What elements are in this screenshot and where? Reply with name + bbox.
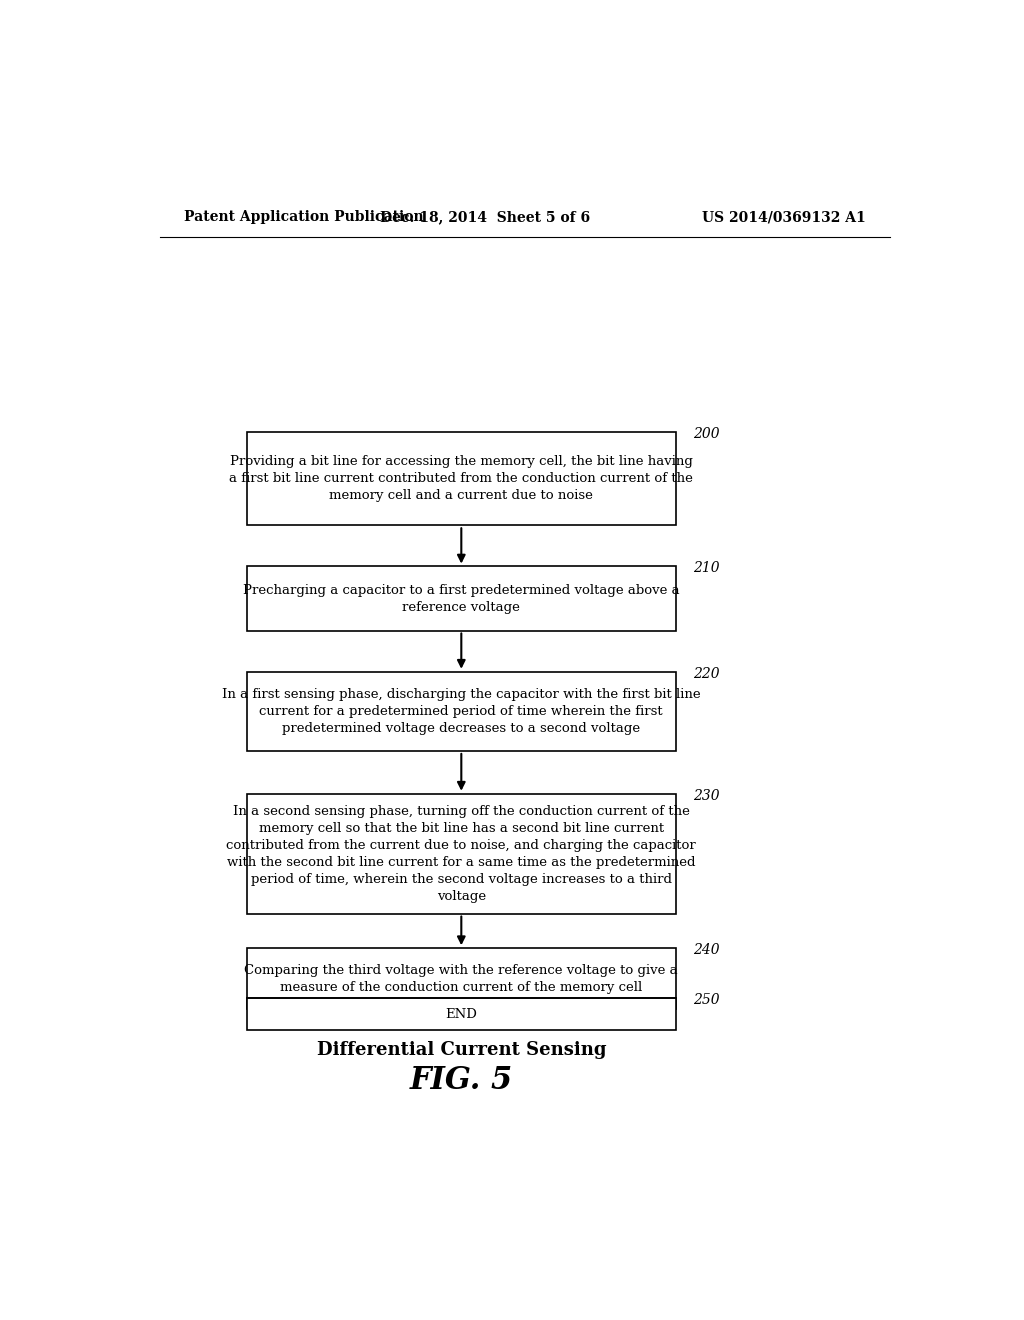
Text: Precharging a capacitor to a first predetermined voltage above a
reference volta: Precharging a capacitor to a first prede… — [243, 583, 680, 614]
Text: 240: 240 — [693, 942, 720, 957]
Text: Comparing the third voltage with the reference voltage to give a
measure of the : Comparing the third voltage with the ref… — [245, 964, 678, 994]
Text: Providing a bit line for accessing the memory cell, the bit line having
a first : Providing a bit line for accessing the m… — [229, 455, 693, 502]
Text: In a second sensing phase, turning off the conduction current of the
memory cell: In a second sensing phase, turning off t… — [226, 805, 696, 903]
Text: FIG. 5: FIG. 5 — [410, 1065, 513, 1096]
Text: 220: 220 — [693, 667, 720, 681]
FancyBboxPatch shape — [247, 998, 676, 1031]
Text: 200: 200 — [693, 426, 720, 441]
FancyBboxPatch shape — [247, 566, 676, 631]
Text: Patent Application Publication: Patent Application Publication — [183, 210, 423, 224]
Text: 250: 250 — [693, 993, 720, 1007]
Text: 210: 210 — [693, 561, 720, 576]
Text: END: END — [445, 1007, 477, 1020]
FancyBboxPatch shape — [247, 672, 676, 751]
Text: 230: 230 — [693, 788, 720, 803]
FancyBboxPatch shape — [247, 948, 676, 1008]
FancyBboxPatch shape — [247, 432, 676, 525]
Text: In a first sensing phase, discharging the capacitor with the first bit line
curr: In a first sensing phase, discharging th… — [222, 688, 700, 735]
Text: US 2014/0369132 A1: US 2014/0369132 A1 — [702, 210, 866, 224]
Text: Dec. 18, 2014  Sheet 5 of 6: Dec. 18, 2014 Sheet 5 of 6 — [380, 210, 590, 224]
Text: Differential Current Sensing: Differential Current Sensing — [316, 1040, 606, 1059]
FancyBboxPatch shape — [247, 793, 676, 913]
